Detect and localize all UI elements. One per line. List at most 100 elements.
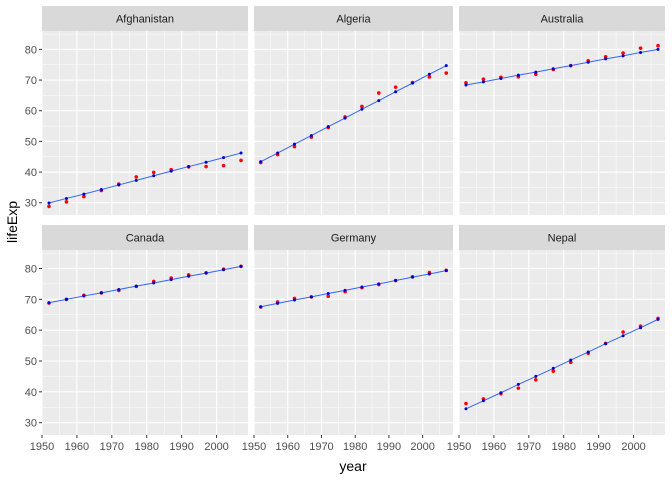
fitted-point-australia	[656, 47, 660, 51]
observed-point-afghanistan	[47, 204, 51, 209]
fitted-point-australia	[534, 70, 538, 74]
fitted-point-algeria	[309, 134, 313, 138]
fitted-point-germany	[360, 285, 364, 289]
observed-point-nepal	[621, 330, 625, 334]
facet-strip-label: Nepal	[548, 233, 577, 245]
panel-background	[459, 250, 665, 435]
x-tick-label: 2000	[621, 441, 645, 453]
fitted-point-algeria	[292, 142, 296, 146]
observed-point-australia	[656, 43, 660, 48]
y-tick-label: 50	[25, 136, 37, 148]
observed-point-algeria	[292, 144, 297, 149]
observed-point-algeria	[376, 91, 381, 95]
observed-point-afghanistan	[82, 194, 86, 199]
observed-point-algeria	[360, 104, 364, 109]
fitted-point-canada	[117, 287, 121, 291]
facet-strip	[459, 225, 665, 250]
fitted-line-germany	[260, 270, 447, 308]
observed-point-australia	[464, 81, 468, 85]
fitted-point-nepal	[621, 334, 625, 338]
fitted-line-algeria	[260, 65, 447, 163]
fitted-point-nepal	[516, 382, 520, 386]
facet-strip-label: Germany	[331, 233, 377, 245]
panel-background	[42, 31, 248, 215]
x-tick-label: 1950	[447, 441, 471, 453]
fitted-point-canada	[204, 271, 208, 275]
fitted-point-germany	[444, 269, 448, 273]
facet-strip	[459, 6, 665, 31]
fitted-point-germany	[343, 288, 347, 292]
x-tick-label: 1990	[169, 441, 193, 453]
fitted-point-algeria	[444, 64, 448, 68]
fitted-point-algeria	[259, 160, 263, 164]
facet-strip-label: Australia	[541, 14, 585, 26]
y-tick-label: 70	[25, 294, 37, 306]
observed-point-algeria	[393, 85, 398, 89]
fitted-point-australia	[569, 64, 573, 68]
fitted-point-nepal	[551, 366, 555, 370]
fitted-point-afghanistan	[99, 188, 103, 192]
y-tick-label: 30	[25, 418, 37, 430]
fitted-point-germany	[259, 305, 263, 309]
x-tick-label: 1950	[30, 441, 54, 453]
observed-point-nepal	[516, 386, 521, 390]
y-tick-label: 40	[25, 167, 37, 179]
fitted-point-afghanistan	[82, 192, 86, 196]
observed-point-nepal	[551, 369, 556, 373]
x-tick-label: 2000	[204, 441, 228, 453]
fitted-point-afghanistan	[222, 156, 226, 160]
fitted-point-afghanistan	[204, 160, 208, 164]
fitted-point-germany	[427, 272, 431, 276]
fitted-line-australia	[465, 48, 659, 86]
observed-point-australia	[621, 51, 625, 55]
y-tick-label: 60	[25, 106, 37, 118]
fitted-point-algeria	[343, 116, 347, 120]
x-tick-label: 1960	[65, 441, 89, 453]
panel-background	[254, 31, 453, 215]
fitted-point-nepal	[604, 342, 608, 346]
fitted-point-australia	[604, 57, 608, 61]
fitted-point-nepal	[499, 391, 503, 395]
fitted-point-australia	[499, 77, 503, 81]
fitted-point-germany	[411, 275, 415, 279]
observed-point-afghanistan	[64, 200, 69, 204]
observed-point-germany	[326, 294, 331, 299]
fitted-point-nepal	[481, 399, 485, 403]
panel-background	[254, 250, 453, 435]
observed-point-algeria	[427, 75, 432, 79]
fitted-point-algeria	[394, 90, 398, 94]
fitted-point-australia	[516, 73, 520, 77]
fitted-point-germany	[309, 295, 313, 299]
observed-point-nepal	[568, 360, 573, 365]
x-tick-label: 1970	[517, 441, 541, 453]
x-tick-label: 1990	[586, 441, 610, 453]
fitted-point-afghanistan	[239, 151, 243, 155]
facet-strip-label: Canada	[126, 233, 165, 245]
fitted-line-afghanistan	[48, 152, 242, 204]
y-tick-label: 60	[25, 325, 37, 337]
fitted-point-afghanistan	[134, 178, 138, 182]
fitted-point-nepal	[639, 326, 643, 330]
fitted-point-australia	[639, 50, 643, 54]
facet-strip	[42, 6, 248, 31]
fitted-point-canada	[152, 281, 156, 285]
fitted-point-canada	[64, 297, 68, 301]
x-tick-label: 2000	[410, 441, 434, 453]
fitted-point-afghanistan	[169, 169, 173, 173]
observed-point-australia	[534, 72, 538, 77]
fitted-point-canada	[82, 294, 86, 298]
fitted-line-canada	[48, 265, 242, 304]
fitted-point-afghanistan	[152, 174, 156, 178]
fitted-point-germany	[292, 298, 296, 302]
fitted-point-afghanistan	[64, 196, 68, 200]
observed-point-australia	[603, 54, 608, 59]
fitted-point-nepal	[656, 317, 660, 321]
facet-strip-label: Afghanistan	[116, 14, 174, 26]
fitted-point-afghanistan	[47, 201, 51, 205]
fitted-point-canada	[134, 284, 138, 288]
fitted-point-algeria	[360, 107, 364, 111]
x-tick-label: 1980	[552, 441, 576, 453]
fitted-point-canada	[47, 301, 51, 305]
fitted-point-algeria	[326, 125, 330, 129]
